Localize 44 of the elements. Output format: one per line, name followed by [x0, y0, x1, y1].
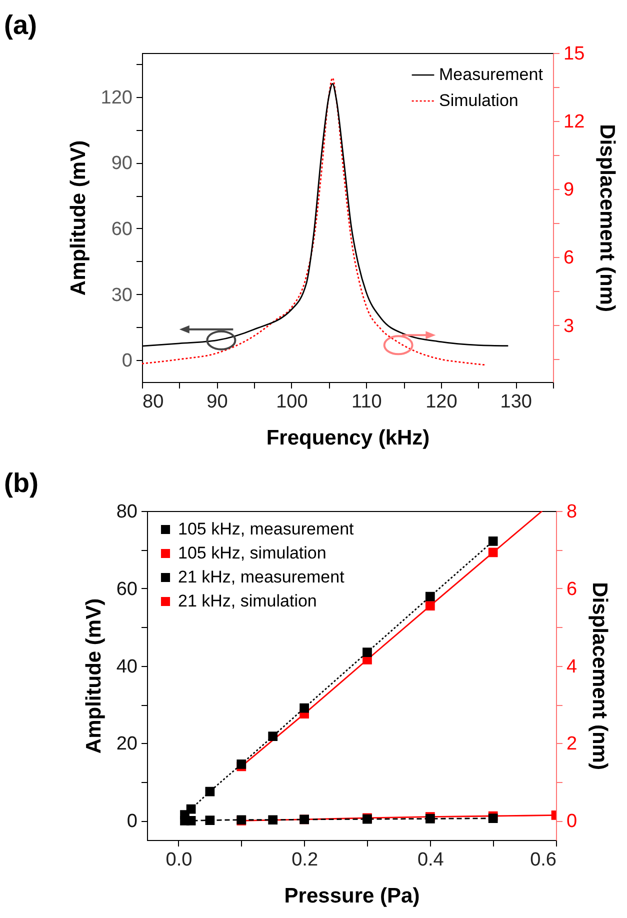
- x-axis-title: Pressure (Pa): [284, 884, 420, 908]
- x-tick-label: 100: [276, 392, 308, 412]
- legend-label: Measurement: [439, 65, 544, 84]
- y2-tick-label: 0: [566, 811, 578, 832]
- y-tick-label: 90: [111, 153, 132, 174]
- x-axis-title: Frequency (kHz): [266, 426, 430, 450]
- x-tick-label: 110: [352, 392, 382, 412]
- y2-tick-label: 6: [566, 578, 578, 600]
- x-tick-label: 0.4: [417, 850, 444, 870]
- x-tick-label: 0.2: [292, 850, 318, 870]
- y-axis-title: Amplitude (mV): [82, 598, 106, 754]
- y-tick-label: 0: [122, 350, 132, 372]
- x-tick-label: 120: [426, 392, 458, 412]
- legend-label: 21 kHz, measurement: [178, 568, 345, 586]
- y2-axis-title: Displacement (nm): [596, 124, 619, 312]
- y-tick-label: 40: [116, 656, 138, 678]
- y2-tick-label: 6: [564, 248, 574, 269]
- x-tick-label: 80: [142, 392, 164, 412]
- y-axis-title: Amplitude (mV): [66, 140, 90, 296]
- y-tick-label: 60: [116, 578, 138, 600]
- chart-title: (b): [4, 468, 38, 498]
- x-tick-label: 0.6: [530, 850, 556, 870]
- x-tick-label: 90: [206, 392, 228, 412]
- y2-tick-label: 8: [566, 502, 578, 522]
- y2-tick-label: 2: [566, 734, 578, 755]
- y-tick-label: 0: [126, 811, 138, 832]
- legend-label: 105 kHz, simulation: [178, 544, 326, 562]
- y2-tick-label: 9: [564, 180, 574, 201]
- y2-tick-label: 15: [564, 44, 585, 64]
- y-tick-label: 20: [116, 734, 138, 755]
- y-tick-label: 80: [116, 502, 138, 522]
- x-tick-label: 130: [500, 392, 532, 412]
- y-tick-label: 30: [111, 284, 132, 306]
- chart-title: (a): [4, 10, 37, 40]
- y2-axis-title: Displacement (nm): [588, 582, 612, 770]
- legend-label: Simulation: [439, 91, 518, 110]
- y2-tick-label: 3: [564, 316, 574, 337]
- legend-label: 21 kHz, simulation: [178, 592, 317, 610]
- x-tick-label: 0.0: [166, 850, 192, 870]
- y2-tick-label: 12: [564, 112, 585, 133]
- legend-label: 105 kHz, measurement: [178, 520, 354, 538]
- y-tick-label: 60: [111, 218, 132, 240]
- y2-tick-label: 4: [566, 656, 578, 678]
- y-tick-label: 120: [100, 87, 132, 108]
